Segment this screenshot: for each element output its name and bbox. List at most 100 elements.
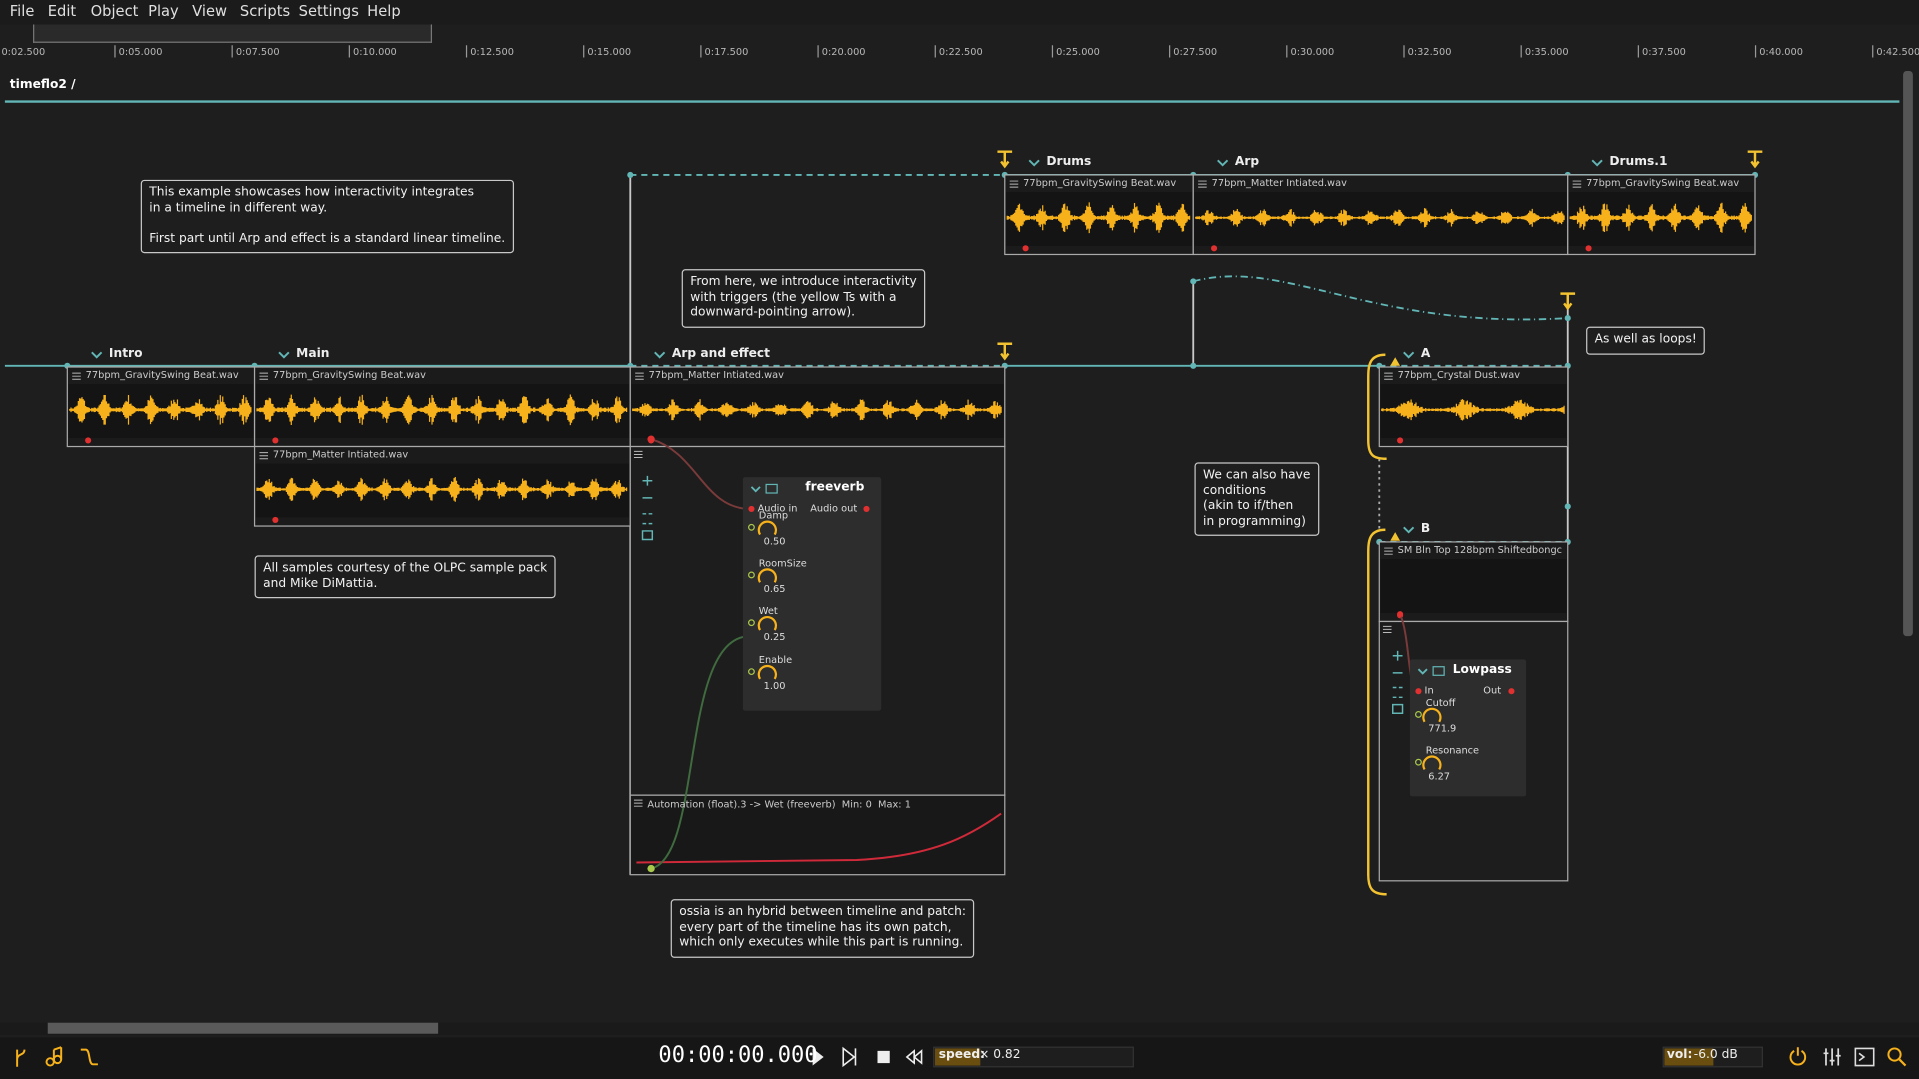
param-value: 0.50 xyxy=(763,535,786,547)
automation-label: Automation (float).3 -> Wet (freeverb) M… xyxy=(647,798,911,810)
menu-item[interactable]: Settings xyxy=(298,2,359,20)
interval-name: Drums xyxy=(1046,155,1092,169)
waveform xyxy=(1569,202,1752,233)
cable-audio xyxy=(650,438,751,510)
menu-icon xyxy=(259,452,269,460)
node-output: Audio out xyxy=(810,502,858,514)
node-input: In xyxy=(1424,685,1434,697)
menu-icon xyxy=(259,372,269,380)
menu-icon xyxy=(635,372,644,380)
file-name: SM Bln Top 128bpm Shiftedbongc xyxy=(1397,544,1563,556)
param-port xyxy=(748,668,755,676)
ruler-label: 0:32.500 xyxy=(1407,46,1452,58)
file-name: 77bpm_Crystal Dust.wav xyxy=(1397,369,1520,381)
param-name: RoomSize xyxy=(758,557,807,569)
ruler-label: 0:22.500 xyxy=(938,46,983,58)
waveform xyxy=(1381,399,1565,421)
menu-item[interactable]: Help xyxy=(367,2,401,20)
vertical-scrollbar[interactable] xyxy=(1903,70,1913,637)
menu-item[interactable]: View xyxy=(192,2,228,20)
menu-icon xyxy=(1572,180,1582,188)
menu-item[interactable]: Edit xyxy=(47,2,77,20)
output-port xyxy=(85,437,92,444)
node-title: Lowpass xyxy=(1452,663,1512,677)
node-chevron xyxy=(1417,668,1428,675)
menu-icon xyxy=(633,450,643,459)
tool-icon xyxy=(16,1046,63,1067)
transport-time: 00:00:00.000 xyxy=(658,1042,818,1068)
comment-box: ossia is an hybrid between timeline and … xyxy=(670,899,975,958)
interval-name: Arp and effect xyxy=(671,347,771,361)
waveform xyxy=(69,395,252,425)
state-point xyxy=(1564,315,1571,322)
automation-point xyxy=(647,864,655,873)
param-name: Resonance xyxy=(1425,745,1480,757)
ruler-label: 0:15.000 xyxy=(587,46,632,58)
interval-name: B xyxy=(1420,522,1431,536)
menu-item[interactable]: Object xyxy=(90,2,139,20)
node-box xyxy=(1409,659,1527,797)
param-port xyxy=(748,571,755,579)
output-port xyxy=(863,505,870,512)
output-port xyxy=(1022,245,1029,252)
interval-chevron xyxy=(654,351,666,359)
interval-chevron xyxy=(1591,159,1603,167)
menu-icon xyxy=(1384,547,1393,555)
interval-name: Main xyxy=(296,347,330,361)
horizontal-scrollbar[interactable] xyxy=(47,1022,439,1034)
input-port xyxy=(1415,688,1422,695)
knob xyxy=(1422,755,1442,771)
menu-item[interactable]: File xyxy=(9,2,35,20)
param-name: Wet xyxy=(758,605,778,617)
menu-item[interactable]: Play xyxy=(148,2,179,20)
interval-chevron xyxy=(278,351,290,359)
menu-icon xyxy=(1382,625,1392,633)
param-port xyxy=(748,523,755,531)
interval-chevron xyxy=(1217,159,1229,167)
trigger xyxy=(997,150,1013,169)
waveform-bg xyxy=(1380,559,1567,613)
waveform xyxy=(256,394,628,426)
breadcrumb: timeflo2 / xyxy=(9,78,76,92)
volume-fill xyxy=(1664,1048,1714,1066)
comment-box: We can also have conditions (akin to if/… xyxy=(1194,462,1319,536)
volume-label: vol: xyxy=(1666,1048,1693,1062)
input-port xyxy=(748,505,755,512)
interval-chevron xyxy=(1028,159,1040,167)
param-value: 0.65 xyxy=(763,583,786,595)
node-box xyxy=(742,477,882,711)
menu-item[interactable]: Scripts xyxy=(239,2,291,20)
search-icon xyxy=(1887,1047,1902,1062)
ruler-label: 0:12.500 xyxy=(470,46,514,58)
output-port xyxy=(1210,245,1218,252)
automation-curve xyxy=(636,812,1002,864)
condition-marker xyxy=(1390,532,1401,541)
param-name: Cutoff xyxy=(1425,697,1456,709)
tool-icon xyxy=(45,1057,55,1067)
file-name: 77bpm_GravitySwing Beat.wav xyxy=(272,369,426,381)
comment-box: From here, we introduce interactivity wi… xyxy=(681,269,926,328)
ruler-label: 0:05.000 xyxy=(118,46,163,58)
condition-bracket xyxy=(1367,528,1387,896)
comment-box: All samples courtesy of the OLPC sample … xyxy=(254,555,556,599)
interval-chevron xyxy=(91,351,103,359)
output-port xyxy=(1585,245,1592,252)
file-name: 77bpm_Matter Intiated.wav xyxy=(648,369,784,381)
menu-icon xyxy=(72,372,81,380)
state-point xyxy=(1190,278,1197,285)
ruler-label: 0:17.500 xyxy=(704,46,749,58)
menu-icon xyxy=(1384,372,1393,380)
output-port xyxy=(1508,688,1515,695)
play-button xyxy=(812,1048,824,1066)
condition-bracket xyxy=(1367,353,1387,460)
speed-fill xyxy=(935,1048,981,1066)
interval-name: Drums.1 xyxy=(1609,155,1668,169)
toolbar-icons xyxy=(1392,650,1404,714)
speed-label: speed: xyxy=(938,1048,986,1062)
file-name: 77bpm_GravitySwing Beat.wav xyxy=(85,369,239,381)
file-name: 77bpm_Matter Intiated.wav xyxy=(1211,177,1347,189)
knob xyxy=(757,520,778,536)
interval-name: Intro xyxy=(108,347,143,361)
